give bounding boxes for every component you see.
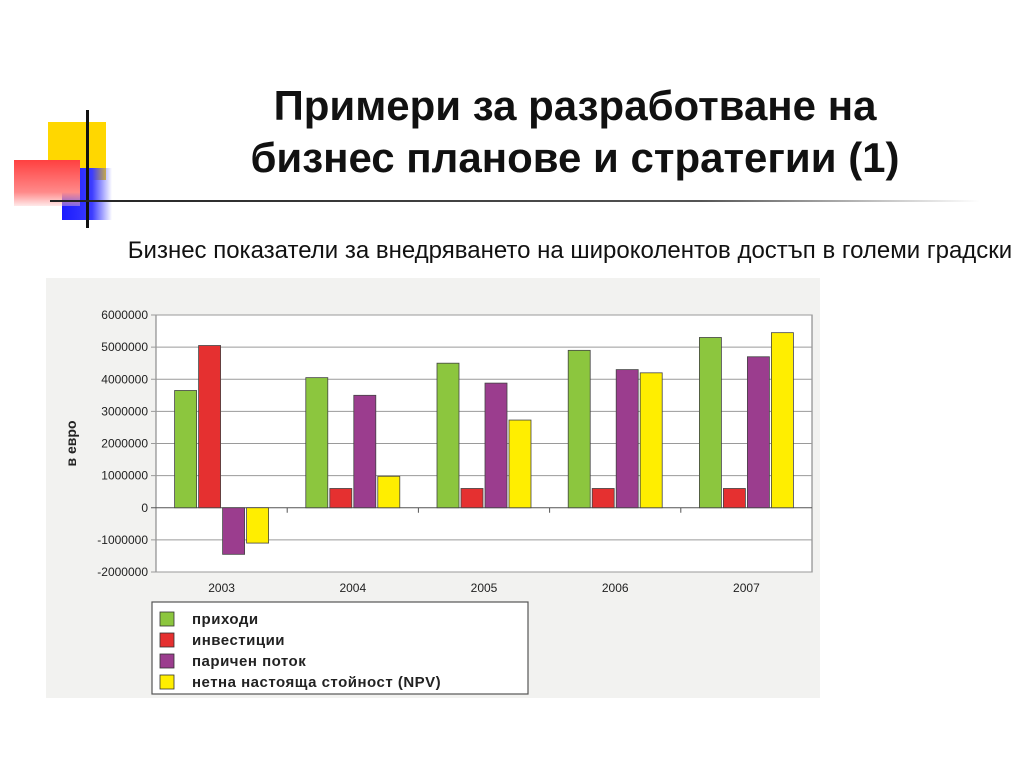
bar-2007-series-2 [747, 356, 770, 509]
bar-2005-series-2 [484, 382, 508, 509]
y-tick-label: 0 [141, 501, 148, 515]
x-tick-label: 2006 [602, 581, 629, 595]
bar-2004-series-1 [329, 488, 353, 509]
legend-box [151, 601, 529, 695]
legend-label: паричен поток [192, 653, 306, 670]
bar-2007-series-3 [771, 332, 794, 509]
slide-subtitle: Бизнес показатели за внедряването на шир… [127, 237, 1013, 274]
deco-red-square [14, 160, 80, 206]
x-tick-label: 2005 [471, 581, 498, 595]
bar-2006-series-3 [639, 372, 663, 509]
y-tick-label: 6000000 [101, 308, 148, 322]
bar-2007-series-1 [723, 488, 746, 509]
legend-swatch [159, 674, 175, 690]
x-tick-label: 2004 [339, 581, 366, 595]
slide-title: Примери за разработване на бизнес планов… [150, 80, 1000, 184]
legend-label: приходи [192, 611, 259, 628]
bar-2006-series-2 [615, 369, 639, 509]
deco-vertical-line [86, 110, 89, 228]
title-divider [50, 200, 980, 202]
y-tick-label: -2000000 [97, 565, 148, 579]
bar-2006-series-0 [567, 349, 591, 509]
bar-2007-series-0 [699, 337, 722, 509]
y-tick-label: 5000000 [101, 340, 148, 354]
legend-swatch [159, 611, 175, 627]
y-tick-label: 4000000 [101, 372, 148, 386]
bar-2005-series-1 [460, 488, 484, 509]
y-tick-label: 3000000 [101, 404, 148, 418]
slide-title-line2: бизнес планове и стратегии (1) [250, 134, 900, 181]
bar-2004-series-3 [377, 475, 401, 509]
slide-title-line1: Примери за разработване на [273, 82, 877, 129]
legend-swatch [159, 632, 175, 648]
bar-2003-series-3 [246, 507, 270, 544]
x-tick-label: 2003 [208, 581, 235, 595]
bar-2006-series-1 [591, 488, 615, 509]
bar-2003-series-2 [222, 507, 246, 555]
legend-label: инвестиции [192, 632, 285, 649]
x-tick-label: 2007 [733, 581, 760, 595]
bar-2003-series-0 [174, 390, 198, 509]
chart-image: 6000000 5000000 4000000 3000000 2000000 10000… [46, 278, 820, 698]
y-tick-label: 2000000 [101, 437, 148, 451]
bar-2005-series-0 [436, 362, 460, 509]
bar-chart: 6000000 5000000 4000000 3000000 2000000 10000… [63, 308, 813, 695]
legend-label: нетна настояща стойност (NPV) [192, 674, 441, 691]
bar-2004-series-0 [305, 377, 329, 509]
legend-swatch [159, 653, 175, 669]
y-tick-label: -1000000 [97, 533, 148, 547]
bar-2004-series-2 [353, 394, 377, 509]
y-tick-label: 1000000 [101, 469, 148, 483]
bar-2005-series-3 [508, 419, 532, 509]
y-axis-label: в евро [63, 421, 79, 467]
bar-2003-series-1 [198, 345, 222, 509]
